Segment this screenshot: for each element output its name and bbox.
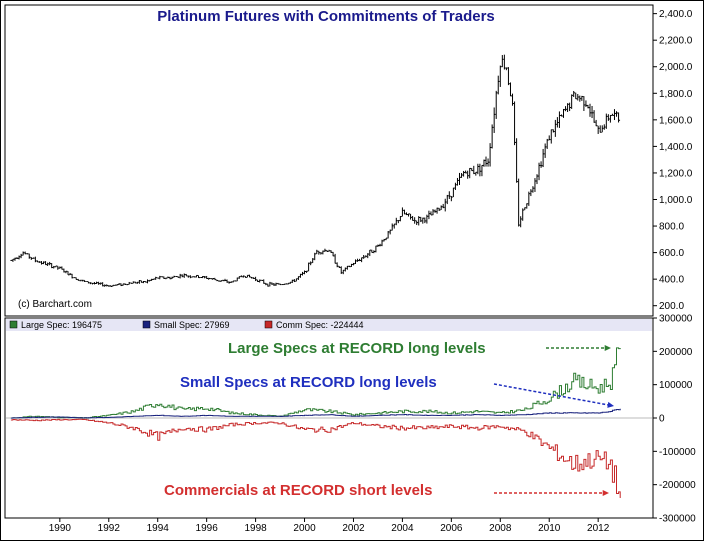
x-tick-label: 1996 <box>196 523 219 534</box>
series-line-large-spec <box>10 347 621 419</box>
series-line-comm-spec <box>10 418 621 498</box>
cot-y-tick-label: 300000 <box>659 314 693 325</box>
x-tick-label: 2010 <box>538 523 561 534</box>
price-y-axis: 200.0 400.0 600.0 800.0 1,000.0 1,200.0 1,400.… <box>653 9 693 312</box>
price-y-tick-label: 800.0 <box>659 222 684 233</box>
x-tick-label: 2004 <box>391 523 414 534</box>
annotation-arrow <box>493 383 609 406</box>
price-panel-frame <box>4 4 654 317</box>
annotation-arrowhead <box>607 401 614 408</box>
price-y-tick-label: 1,200.0 <box>659 168 693 179</box>
price-y-tick-label: 200.0 <box>659 301 684 312</box>
chart-credit: (c) Barchart.com <box>18 299 92 310</box>
legend-label: Small Spec: 27969 <box>154 320 230 330</box>
price-bars <box>10 54 621 287</box>
cot-y-tick-label: -200000 <box>659 480 696 491</box>
cot-y-tick-label: 200000 <box>659 347 693 358</box>
x-tick-label: 1994 <box>147 523 170 534</box>
cot-y-tick-label: -300000 <box>659 514 696 525</box>
price-y-tick-label: 2,400.0 <box>659 9 693 20</box>
x-tick-label: 1998 <box>244 523 267 534</box>
price-y-tick-label: 1,800.0 <box>659 89 693 100</box>
price-y-tick-label: 600.0 <box>659 248 684 259</box>
x-tick-label: 1992 <box>98 523 121 534</box>
legend-swatch <box>264 320 273 329</box>
x-tick-label: 2006 <box>440 523 463 534</box>
chart-title: Platinum Futures with Commitments of Tra… <box>157 8 495 25</box>
annotation-text: Commercials at RECORD short levels <box>164 482 432 499</box>
legend-band <box>6 319 652 331</box>
legend: Large Spec: 196475 Small Spec: 27969 Comm … <box>9 320 364 330</box>
x-tick-label: 1990 <box>49 523 72 534</box>
legend-swatch <box>9 320 18 329</box>
price-y-tick-label: 1,600.0 <box>659 115 693 126</box>
price-y-tick-label: 1,000.0 <box>659 195 693 206</box>
annotation-text: Small Specs at RECORD long levels <box>180 374 437 391</box>
x-tick-label: 2002 <box>342 523 365 534</box>
x-axis: 1990 1992 1994 1996 1998 2000 2002 2004 2006 2008… <box>49 518 610 534</box>
annotation-text: Large Specs at RECORD long levels <box>228 340 486 357</box>
price-y-tick-label: 400.0 <box>659 275 684 286</box>
annotation-arrowhead <box>602 490 609 496</box>
x-tick-label: 2000 <box>293 523 316 534</box>
series-line-small-spec <box>10 408 621 419</box>
legend-swatch <box>142 320 151 329</box>
price-y-tick-label: 2,200.0 <box>659 36 693 47</box>
cot-y-axis: -300000 -200000 -100000 0 100000 200000 300000 <box>653 314 696 525</box>
cot-y-tick-label: 100000 <box>659 380 693 391</box>
legend-label: Comm Spec: -224444 <box>276 320 364 330</box>
annotations: Large Specs at RECORD long levels Small S… <box>164 340 614 499</box>
cot-y-tick-label: -100000 <box>659 447 696 458</box>
cot-series <box>10 347 621 498</box>
price-y-tick-label: 1,400.0 <box>659 142 693 153</box>
annotation-arrowhead <box>604 345 611 351</box>
x-tick-label: 2008 <box>489 523 512 534</box>
cot-y-tick-label: 0 <box>659 414 665 425</box>
x-tick-label: 2012 <box>587 523 610 534</box>
price-y-tick-label: 2,000.0 <box>659 62 693 73</box>
legend-label: Large Spec: 196475 <box>21 320 102 330</box>
